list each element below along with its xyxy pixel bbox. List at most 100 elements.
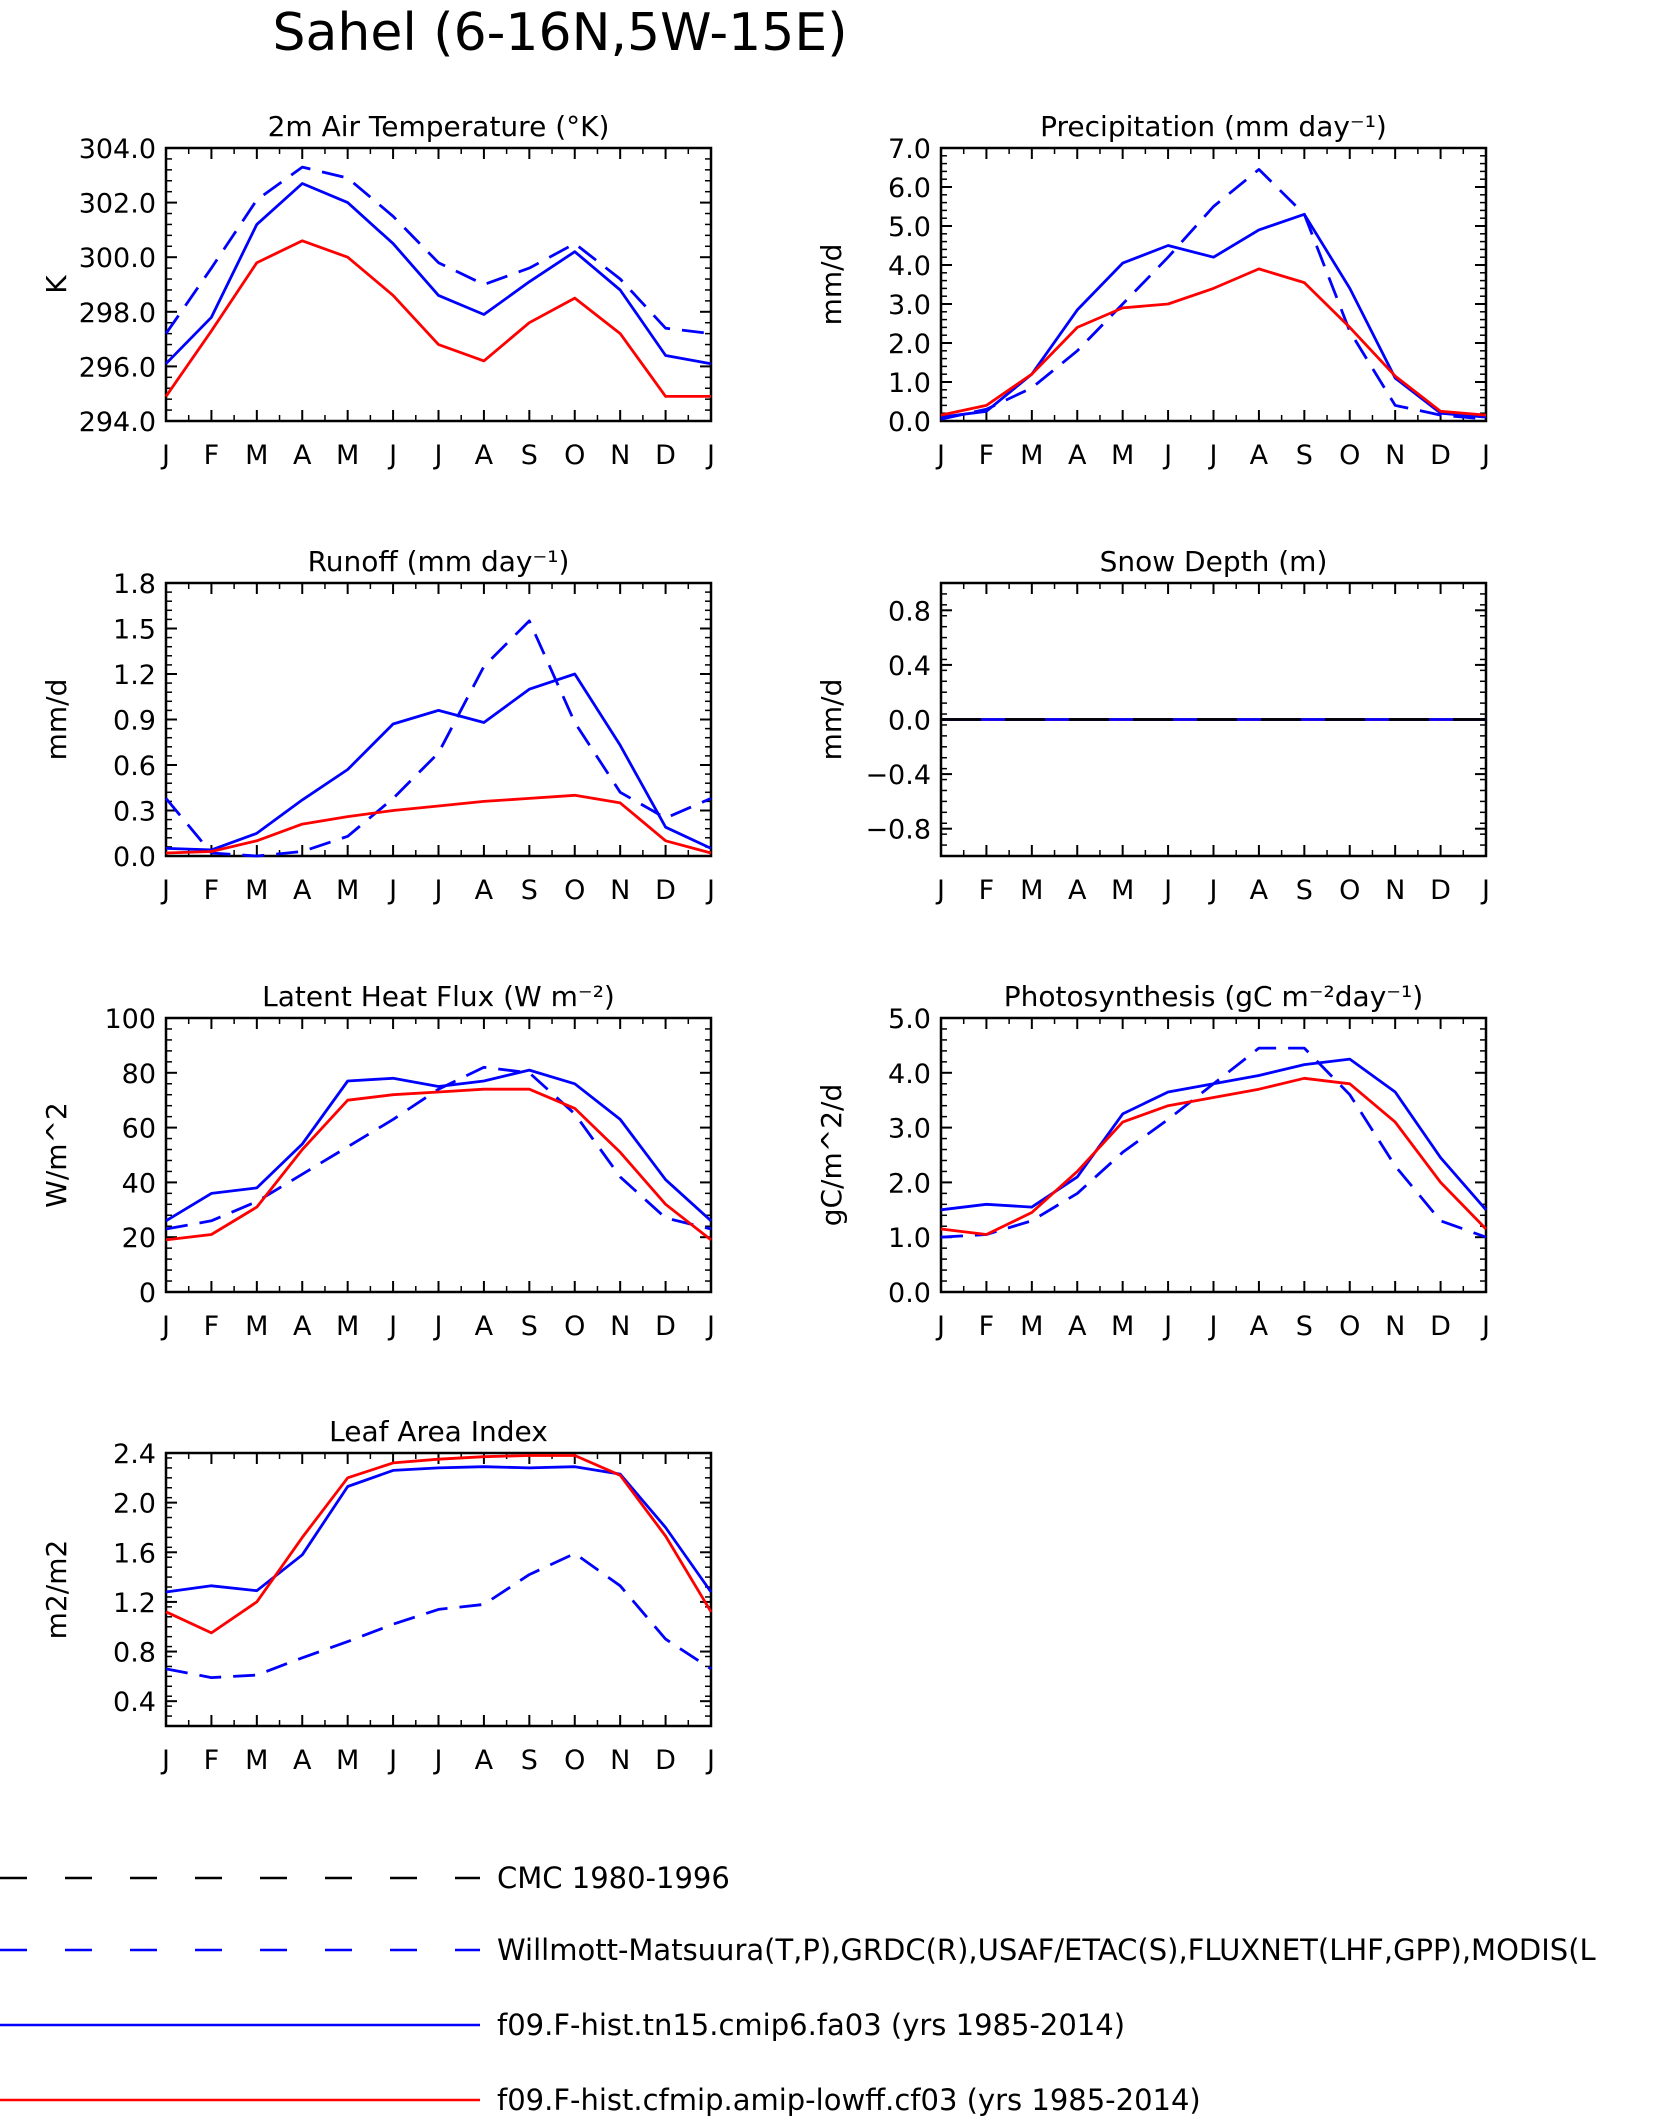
y-tick-label: −0.8 xyxy=(865,815,931,846)
x-tick-label: J xyxy=(387,875,397,906)
y-tick-label: 5.0 xyxy=(888,212,931,243)
x-tick-label: F xyxy=(979,1311,995,1342)
legend-entry-4: f09.F-hist.cfmip.amip-lowff.cf03 (yrs 19… xyxy=(0,2083,1201,2117)
y-tick-label: 0.3 xyxy=(113,797,156,828)
series-line-2 xyxy=(940,1057,1488,1212)
y-tick-label: 60 xyxy=(122,1114,156,1145)
x-tick-label: A xyxy=(293,1745,312,1776)
series-line-3 xyxy=(164,239,711,398)
x-tick-label: N xyxy=(610,440,630,471)
y-tick-label: 2.0 xyxy=(113,1489,156,1520)
x-tick-label: S xyxy=(1296,1311,1313,1342)
y-tick-label: 298.0 xyxy=(79,298,156,329)
legend-entry-2: Willmott-Matsuura(T,P),GRDC(R),USAF/ETAC… xyxy=(0,1933,1596,1967)
series-line-1 xyxy=(164,165,712,335)
y-axis-label: W/m^2 xyxy=(40,1102,73,1208)
x-tick-label: M xyxy=(1111,1311,1134,1342)
y-axis-label: gC/m^2/d xyxy=(815,1084,848,1227)
x-tick-label: D xyxy=(1430,875,1451,906)
y-tick-label: 20 xyxy=(122,1223,156,1254)
x-tick-label: J xyxy=(160,440,170,471)
y-tick-label: 2.0 xyxy=(888,1168,931,1199)
x-tick-label: J xyxy=(705,440,715,471)
x-tick-label: J xyxy=(433,440,443,471)
y-tick-label: 0.8 xyxy=(888,596,931,627)
x-tick-label: J xyxy=(935,1311,945,1342)
y-axis-label: m2/m2 xyxy=(40,1540,73,1640)
legend-label: Willmott-Matsuura(T,P),GRDC(R),USAF/ETAC… xyxy=(497,1933,1596,1967)
y-tick-label: 0.0 xyxy=(888,1278,931,1309)
y-tick-label: 4.0 xyxy=(888,1059,931,1090)
x-tick-label: O xyxy=(564,1745,585,1776)
y-tick-label: 0.0 xyxy=(888,407,931,438)
series-line-1 xyxy=(940,1046,1487,1239)
x-tick-label: O xyxy=(1339,440,1360,471)
x-tick-label: J xyxy=(1162,1311,1172,1342)
x-tick-label: M xyxy=(1020,875,1043,906)
y-axis-label: mm/d xyxy=(40,679,73,761)
x-tick-label: F xyxy=(979,440,995,471)
x-tick-label: A xyxy=(1068,1311,1087,1342)
x-tick-label: J xyxy=(705,1745,715,1776)
y-tick-label: 2.0 xyxy=(888,329,931,360)
panel-title: 2m Air Temperature (°K) xyxy=(268,110,610,143)
y-tick-label: 0.9 xyxy=(113,706,156,737)
x-tick-label: S xyxy=(521,875,538,906)
x-tick-label: J xyxy=(1208,875,1218,906)
x-tick-label: F xyxy=(979,875,995,906)
series-line-2 xyxy=(165,672,712,852)
y-tick-label: 4.0 xyxy=(888,251,931,282)
x-tick-label: A xyxy=(1250,1311,1269,1342)
x-tick-label: F xyxy=(204,875,220,906)
x-tick-label: J xyxy=(1162,875,1172,906)
x-tick-label: J xyxy=(433,1311,443,1342)
x-tick-label: O xyxy=(564,875,585,906)
series-line-2 xyxy=(164,182,712,366)
x-tick-label: M xyxy=(245,1745,268,1776)
x-tick-label: M xyxy=(336,1311,359,1342)
x-tick-label: J xyxy=(160,875,170,906)
y-tick-label: 3.0 xyxy=(888,290,931,321)
x-tick-label: S xyxy=(521,1311,538,1342)
x-tick-label: N xyxy=(610,1745,630,1776)
chart-panel-2: J F M A M J J A S O N D J0.01.02.03.04.05.06.07.0Pre… xyxy=(815,110,1490,471)
x-tick-label: J xyxy=(1208,440,1218,471)
x-tick-label: M xyxy=(1111,440,1134,471)
x-tick-label: S xyxy=(521,1745,538,1776)
x-tick-label: S xyxy=(1296,440,1313,471)
chart-panel-1: J F M A M J J A S O N D J294.0296.0298.0300.0302.030… xyxy=(40,110,715,471)
y-tick-label: 300.0 xyxy=(79,243,156,274)
y-tick-label: 100 xyxy=(104,1004,156,1035)
x-tick-label: M xyxy=(1020,440,1043,471)
x-tick-label: J xyxy=(1208,1311,1218,1342)
legend-entry-3: f09.F-hist.tn15.cmip6.fa03 (yrs 1985-201… xyxy=(0,2008,1125,2042)
y-tick-label: 1.5 xyxy=(113,615,156,646)
legend-label: f09.F-hist.tn15.cmip6.fa03 (yrs 1985-201… xyxy=(497,2008,1125,2042)
x-tick-label: J xyxy=(935,875,945,906)
x-tick-label: M xyxy=(336,875,359,906)
x-tick-label: D xyxy=(655,440,676,471)
x-tick-label: J xyxy=(1480,875,1490,906)
series-line-3 xyxy=(165,793,712,855)
x-tick-label: J xyxy=(1480,440,1490,471)
y-tick-label: 2.4 xyxy=(113,1439,156,1470)
y-tick-label: 294.0 xyxy=(79,407,156,438)
x-tick-label: D xyxy=(655,1311,676,1342)
chart-panel-6: J F M A M J J A S O N D J0.01.02.03.04.05.0Photosynt… xyxy=(815,980,1490,1342)
series-line-2 xyxy=(165,1068,712,1222)
x-tick-label: M xyxy=(245,875,268,906)
x-tick-label: J xyxy=(1480,1311,1490,1342)
y-tick-label: 0.0 xyxy=(113,842,156,873)
y-tick-label: 1.0 xyxy=(888,368,931,399)
x-tick-label: O xyxy=(1339,875,1360,906)
x-tick-label: A xyxy=(475,875,494,906)
x-tick-label: A xyxy=(1068,440,1087,471)
x-tick-label: J xyxy=(935,440,945,471)
y-tick-label: 1.0 xyxy=(888,1223,931,1254)
y-axis-label: K xyxy=(40,275,73,294)
legend-entry-1: CMC 1980-1996 xyxy=(0,1861,730,1895)
y-tick-label: 5.0 xyxy=(888,1004,931,1035)
